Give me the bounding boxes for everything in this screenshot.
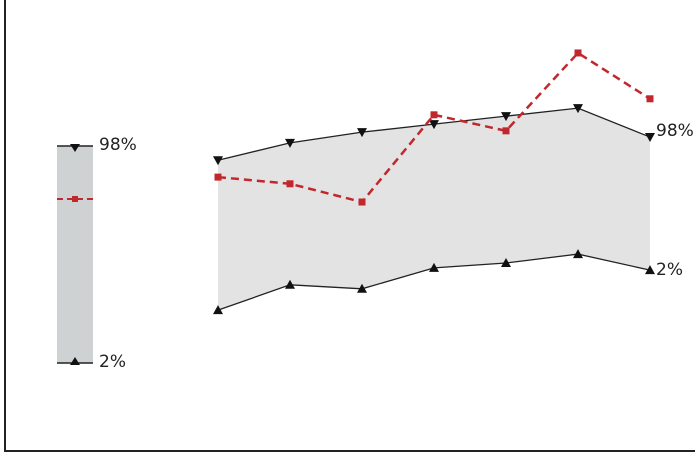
- marker: [501, 257, 511, 267]
- series-end-label: 98%: [656, 121, 694, 141]
- marker: [213, 156, 223, 166]
- marker: [285, 279, 295, 289]
- marker: [645, 265, 655, 275]
- marker: [574, 49, 582, 57]
- marker: [646, 95, 654, 103]
- marker: [358, 198, 366, 206]
- legend-label: 98%: [99, 135, 137, 155]
- marker: [357, 283, 367, 293]
- legend-marker: [70, 357, 80, 365]
- band-area: [218, 108, 650, 311]
- marker: [573, 104, 583, 114]
- marker: [501, 112, 511, 122]
- marker: [214, 173, 222, 181]
- marker: [357, 128, 367, 138]
- legend: 98% 2%: [57, 135, 137, 372]
- marker: [430, 111, 438, 119]
- marker: [213, 305, 223, 315]
- legend-band: [57, 146, 93, 363]
- marker: [286, 180, 294, 188]
- legend-label: 2%: [99, 352, 126, 372]
- marker: [429, 120, 439, 130]
- marker: [645, 133, 655, 143]
- legend-marker: [72, 196, 78, 202]
- marker: [502, 127, 510, 135]
- series-end-label: 2%: [656, 260, 683, 280]
- marker: [285, 138, 295, 148]
- marker: [573, 249, 583, 259]
- legend-marker: [70, 144, 80, 152]
- marker: [429, 262, 439, 272]
